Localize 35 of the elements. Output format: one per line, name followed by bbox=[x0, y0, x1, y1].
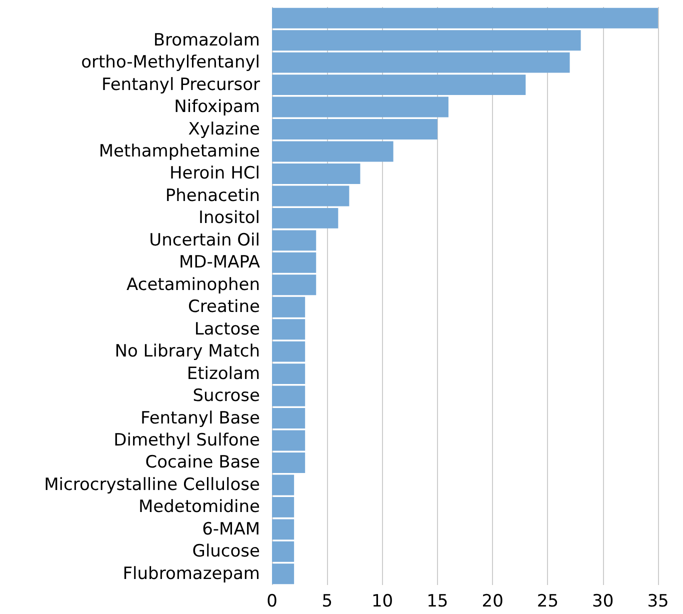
y-tick-label: Etizolam bbox=[186, 364, 260, 384]
y-tick-label: MD-MAPA bbox=[179, 252, 260, 273]
y-tick-label: Sucrose bbox=[192, 386, 260, 406]
y-tick-label: Inositol bbox=[198, 208, 260, 228]
y-tick-label: Microcrystalline Cellulose bbox=[44, 474, 260, 495]
bar bbox=[272, 430, 306, 451]
x-tick-label: 25 bbox=[536, 592, 559, 612]
y-tick-label: Flubromazepam bbox=[122, 564, 260, 584]
y-tick-label: Lactose bbox=[194, 319, 260, 340]
x-tick-label: 10 bbox=[371, 592, 394, 612]
y-tick-label: Heroin HCl bbox=[169, 164, 260, 184]
y-tick-label: Bromazolam bbox=[153, 30, 260, 50]
x-tick-label: 0 bbox=[266, 592, 278, 612]
y-tick-label: Cocaine Base bbox=[145, 452, 260, 473]
y-tick-label: Phenacetin bbox=[165, 186, 260, 206]
y-tick-label: No Library Match bbox=[114, 342, 260, 362]
x-tick-label: 20 bbox=[482, 592, 504, 612]
y-tick-label: Nifoxipam bbox=[174, 97, 260, 118]
y-tick-label: Fentanyl Precursor bbox=[101, 74, 260, 95]
y-tick-label: Medetomidine bbox=[138, 497, 260, 518]
y-tick-label: Methamphetamine bbox=[98, 142, 260, 162]
y-tick-label: ortho-Methylfentanyl bbox=[81, 52, 260, 73]
x-tick-label: 15 bbox=[426, 592, 448, 612]
y-tick-label: Xylazine bbox=[188, 119, 260, 140]
y-tick-label: Uncertain Oil bbox=[149, 230, 260, 250]
y-tick-label: Fentanyl Base bbox=[140, 408, 260, 428]
y-tick-label: Glucose bbox=[192, 542, 260, 562]
y-tick-label: Acetaminophen bbox=[126, 274, 260, 295]
x-tick-label: 30 bbox=[592, 592, 614, 612]
x-tick-label: 5 bbox=[322, 592, 333, 612]
y-tick-label: Creatine bbox=[188, 297, 260, 318]
y-tick-label: 6-MAM bbox=[202, 519, 260, 540]
x-tick-label: 35 bbox=[647, 592, 669, 612]
bar bbox=[272, 141, 394, 162]
y-tick-label: Dimethyl Sulfone bbox=[114, 430, 260, 450]
